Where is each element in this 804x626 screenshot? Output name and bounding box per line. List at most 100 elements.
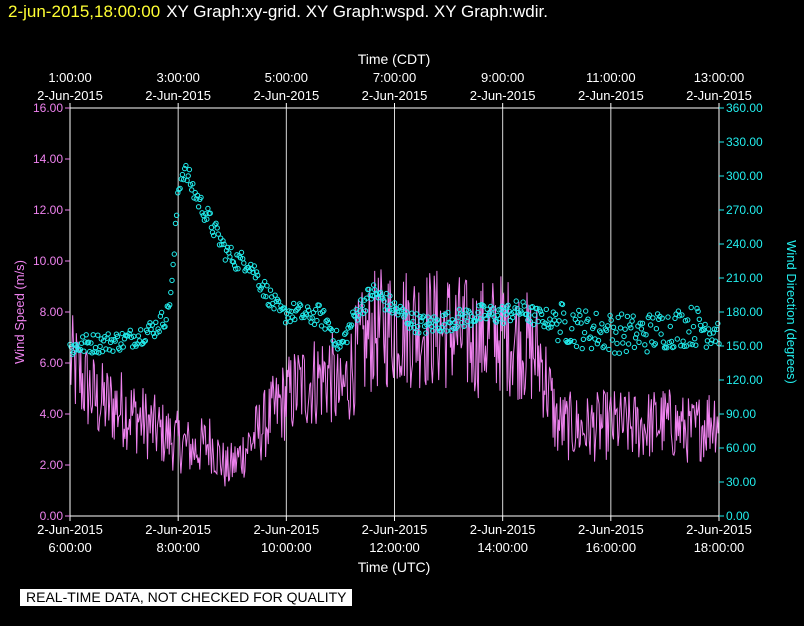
wind-direction-point <box>569 326 575 332</box>
wind-direction-point <box>88 340 94 346</box>
wind-direction-point <box>486 310 493 317</box>
wind-direction-point <box>587 334 594 340</box>
wind-direction-point <box>637 320 643 326</box>
wind-direction-point <box>142 338 149 344</box>
top-tick-time: 3:00:00 <box>156 70 199 85</box>
wind-direction-point <box>628 325 634 331</box>
wind-direction-point <box>707 331 713 337</box>
wind-direction-point <box>262 278 268 285</box>
wind-direction-point <box>411 324 417 331</box>
wind-direction-point <box>490 305 496 312</box>
wind-direction-point <box>309 315 315 321</box>
wind-direction-point <box>321 307 327 314</box>
wind-direction-point <box>287 318 293 325</box>
wind-direction-point <box>297 302 304 309</box>
wind-direction-point <box>481 303 487 309</box>
wind-direction-point <box>208 224 215 231</box>
wind-direction-point <box>705 326 712 332</box>
wind-direction-point <box>395 312 401 318</box>
wind-direction-point <box>260 293 267 299</box>
wind-direction-point <box>198 194 204 201</box>
wind-direction-point <box>681 343 687 349</box>
wind-direction-point <box>146 323 152 329</box>
left-tick-label: 4.00 <box>40 407 64 421</box>
wind-direction-point <box>150 330 157 337</box>
wind-direction-point <box>614 340 620 347</box>
wind-direction-point <box>271 306 277 312</box>
left-tick-label: 14.00 <box>33 152 63 166</box>
wind-direction-point <box>350 309 356 315</box>
wind-direction-point <box>545 325 552 331</box>
wind-direction-point <box>462 314 468 320</box>
wind-direction-point <box>562 319 568 325</box>
wind-direction-point <box>410 318 416 325</box>
wind-direction-point <box>695 308 701 315</box>
wind-direction-point <box>112 338 118 344</box>
wind-direction-point <box>126 330 132 337</box>
wind-direction-point <box>631 344 638 351</box>
wind-direction-point <box>227 254 233 260</box>
bottom-tick-time: 12:00:00 <box>369 540 420 555</box>
wind-direction-point <box>430 328 436 334</box>
wind-direction-point <box>492 318 498 324</box>
wind-direction-point <box>304 304 311 310</box>
wind-direction-point <box>222 257 229 263</box>
wind-direction-point <box>530 321 537 328</box>
wind-direction-point <box>233 266 239 272</box>
wind-direction-point <box>543 306 549 313</box>
wind-direction-point <box>255 272 261 278</box>
wind-direction-point <box>155 326 161 332</box>
top-tick-date: 2-Jun-2015 <box>578 88 644 103</box>
wind-direction-point <box>153 319 159 325</box>
wind-direction-point <box>250 269 256 276</box>
wind-direction-series <box>67 162 722 357</box>
wind-direction-point <box>389 310 395 316</box>
wind-direction-point <box>630 313 636 319</box>
wind-direction-point <box>624 313 631 320</box>
wind-direction-point <box>578 320 584 326</box>
wind-direction-point <box>318 323 325 329</box>
wind-direction-point <box>431 314 437 320</box>
wind-direction-point <box>235 266 241 272</box>
wind-direction-point <box>370 282 377 288</box>
wind-direction-point <box>646 312 653 318</box>
wind-direction-point <box>149 322 156 328</box>
wind-direction-point <box>180 176 187 183</box>
wind-direction-point <box>92 344 99 351</box>
left-axis-label: Wind Speed (m/s) <box>12 260 27 364</box>
right-tick-label: 300.00 <box>726 169 763 183</box>
wind-direction-point <box>402 312 408 318</box>
wind-direction-point <box>698 327 705 334</box>
wind-direction-point <box>586 335 592 341</box>
right-tick-label: 0.00 <box>726 509 750 523</box>
wind-direction-point <box>358 297 364 303</box>
wind-direction-point <box>692 336 698 342</box>
wind-direction-point <box>493 319 500 325</box>
wind-direction-point <box>580 336 587 342</box>
right-tick-label: 330.00 <box>726 135 763 149</box>
left-tick-label: 6.00 <box>40 356 64 370</box>
top-tick-date: 2-Jun-2015 <box>362 88 428 103</box>
wind-direction-point <box>620 340 626 346</box>
wind-direction-point <box>652 341 658 347</box>
wind-direction-point <box>105 331 111 337</box>
top-tick-date: 2-Jun-2015 <box>37 88 103 103</box>
wind-direction-point <box>552 311 559 317</box>
bottom-tick-date: 2-Jun-2015 <box>470 522 536 537</box>
bottom-tick-time: 6:00:00 <box>48 540 91 555</box>
wind-direction-point <box>642 342 648 348</box>
wind-direction-point <box>220 238 226 244</box>
wind-direction-point <box>601 343 607 349</box>
wind-direction-point <box>272 292 278 298</box>
wind-direction-point <box>576 307 582 314</box>
wind-direction-point <box>532 312 538 318</box>
wind-direction-point <box>696 316 702 322</box>
wind-direction-point <box>650 315 656 321</box>
wind-direction-point <box>644 349 650 355</box>
wind-direction-point <box>539 311 545 317</box>
wind-direction-point <box>177 185 183 192</box>
bottom-tick-date: 2-Jun-2015 <box>578 522 644 537</box>
wind-direction-point <box>291 300 297 307</box>
wind-direction-point <box>114 333 121 340</box>
wind-direction-point <box>527 318 533 324</box>
